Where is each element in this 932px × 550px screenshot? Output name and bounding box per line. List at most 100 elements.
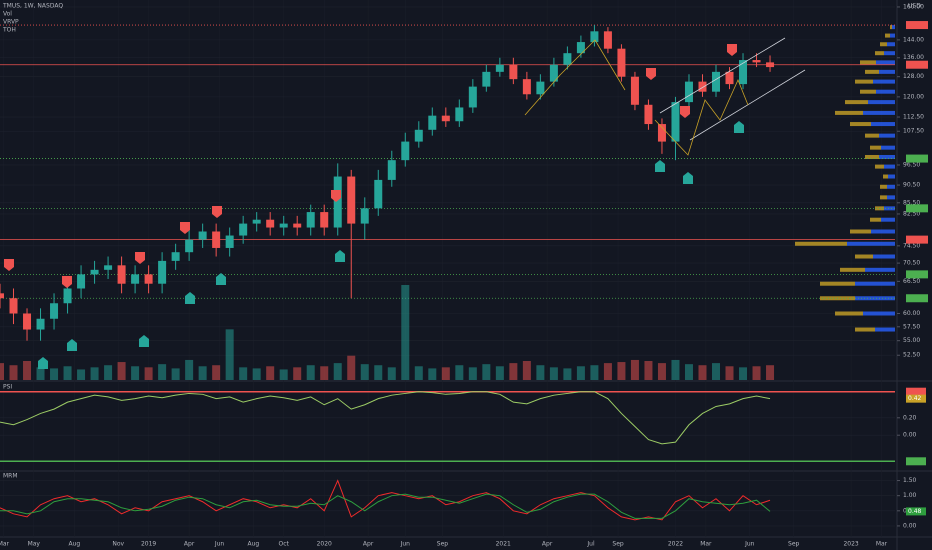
indicator-name: VRVP [3,19,19,26]
level-tag [906,387,926,396]
profile-up [879,69,895,74]
candle-body [441,115,450,122]
x-tick-label: Apr [363,541,374,548]
candle-body [333,176,342,228]
profile-down [870,145,881,150]
candle-body [117,265,126,284]
volume-bar [590,365,599,380]
volume-bar [360,364,369,380]
volume-bar [414,366,423,380]
x-tick-label: Apr [542,541,553,548]
pane-title: PSI [3,384,12,391]
volume-bar [347,355,356,380]
profile-up [863,110,895,115]
volume-bar [522,361,531,380]
profile-up [892,25,895,30]
candle-body [306,212,315,228]
profile-down [855,327,875,332]
candle-body [766,62,775,68]
profile-down [865,154,879,159]
volume-bar [212,365,221,380]
volume-bar [320,366,329,380]
channel [659,37,806,141]
candle-body [522,79,531,95]
x-tick-label: Sep [437,541,449,548]
buy-marker [734,121,744,133]
sell-marker [4,259,14,271]
profile-down [880,184,887,189]
profile-down [880,195,887,200]
profile-up [863,311,895,316]
y-tick-label: 60.00 [903,310,920,317]
buy-marker [67,339,77,351]
volume-bar [509,363,518,380]
y-tick-label: 70.50 [903,260,920,267]
y-tick-label: 136.00 [903,54,924,61]
profile-down [850,229,871,234]
buy-marker [683,172,693,184]
profile-down [890,25,892,30]
volume-bar [563,368,572,380]
buy-marker [216,273,226,285]
candle-body [36,318,45,330]
y-tick-label: 128.00 [903,73,924,80]
profile-down [865,133,879,138]
y-tick-label: 57.50 [903,323,920,330]
level-tag [906,21,928,30]
profile-down [835,311,863,316]
profile-up [887,184,895,189]
x-tick-label: Jun [400,541,411,548]
level-tag [906,204,928,213]
x-tick-label: Aug [247,541,259,548]
profile-up [876,89,895,94]
buy-marker [38,357,48,369]
profile-up [887,42,895,47]
candle-body [104,265,113,270]
volume-bar [536,365,545,380]
candle-body [387,160,396,180]
profile-down [870,217,881,222]
pattern-line [654,78,749,156]
sell-signals [4,44,737,288]
value-tag [906,507,926,516]
candle-body [252,219,261,224]
candle-body [712,71,720,92]
profile-down [850,122,871,127]
candle-body [171,252,180,261]
candle-body [684,81,693,103]
buy-marker [335,250,345,262]
volume-bar [144,367,153,380]
candle-body [198,231,207,240]
volume-bar [644,361,653,380]
volume-bar [239,367,248,380]
candle-body [144,274,153,284]
volume-bar [0,363,4,380]
volume-bar [104,365,113,380]
profile-up [873,254,895,259]
candle-body [185,239,194,253]
volume-bar [374,365,383,380]
y-tick-label: 1.50 [903,477,917,484]
sell-marker [646,68,656,80]
candle-body [630,76,639,105]
profile-up [847,241,895,246]
candle-body [603,31,612,49]
indicator-name: TOH [2,27,16,34]
pane-title: MRM [3,473,18,480]
profile-up [890,33,895,38]
profile-up [868,100,895,105]
volume-bar [482,364,491,380]
y-tick-label: 66.50 [903,278,920,285]
profile-up [884,206,895,211]
level-tag [906,235,928,244]
profile-up [855,296,895,301]
x-tick-label: Oct [279,541,290,548]
buy-signals [38,121,744,369]
y-tick-label: 52.50 [903,352,920,359]
volume-bar [630,359,639,380]
y-tick-label: 107.50 [903,128,924,135]
candle-body [239,223,248,236]
x-tick-label: Sep [788,541,800,548]
y-tick-label: 120.00 [903,93,924,100]
volume-bar [266,366,275,380]
